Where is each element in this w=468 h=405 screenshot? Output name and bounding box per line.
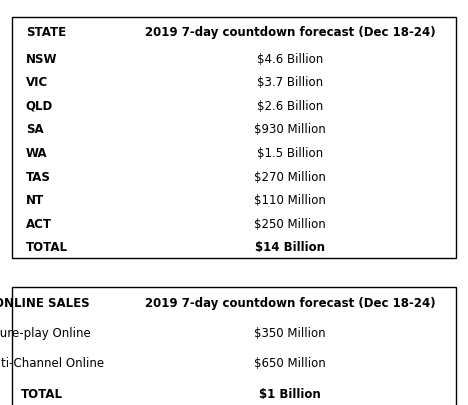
Text: $2.6 Billion: $2.6 Billion — [257, 100, 323, 113]
Text: $14 Billion: $14 Billion — [255, 241, 325, 254]
Text: $110 Million: $110 Million — [254, 194, 326, 207]
Text: QLD: QLD — [26, 100, 53, 113]
Text: SA: SA — [26, 123, 44, 136]
Text: $1.5 Billion: $1.5 Billion — [257, 147, 323, 160]
Text: $1 Billion: $1 Billion — [259, 387, 321, 400]
Text: Pure-play Online: Pure-play Online — [0, 326, 91, 339]
Text: $3.7 Billion: $3.7 Billion — [257, 76, 323, 89]
FancyBboxPatch shape — [12, 287, 456, 405]
Text: ACT: ACT — [26, 217, 52, 230]
Text: Multi-Channel Online: Multi-Channel Online — [0, 356, 104, 370]
Text: $250 Million: $250 Million — [254, 217, 326, 230]
Text: NT: NT — [26, 194, 44, 207]
Text: WA: WA — [26, 147, 47, 160]
Text: VIC: VIC — [26, 76, 48, 89]
Text: $350 Million: $350 Million — [254, 326, 326, 339]
Text: TOTAL: TOTAL — [21, 387, 63, 400]
Text: ONLINE SALES: ONLINE SALES — [0, 296, 90, 309]
Text: TAS: TAS — [26, 170, 51, 183]
Text: $650 Million: $650 Million — [254, 356, 326, 370]
Text: TOTAL: TOTAL — [26, 241, 68, 254]
Text: $930 Million: $930 Million — [254, 123, 326, 136]
Text: $270 Million: $270 Million — [254, 170, 326, 183]
Text: 2019 7-day countdown forecast (Dec 18-24): 2019 7-day countdown forecast (Dec 18-24… — [145, 296, 435, 309]
FancyBboxPatch shape — [12, 18, 456, 259]
Text: 2019 7-day countdown forecast (Dec 18-24): 2019 7-day countdown forecast (Dec 18-24… — [145, 26, 435, 39]
Text: STATE: STATE — [26, 26, 66, 39]
Text: $4.6 Billion: $4.6 Billion — [257, 53, 323, 66]
Text: NSW: NSW — [26, 53, 57, 66]
